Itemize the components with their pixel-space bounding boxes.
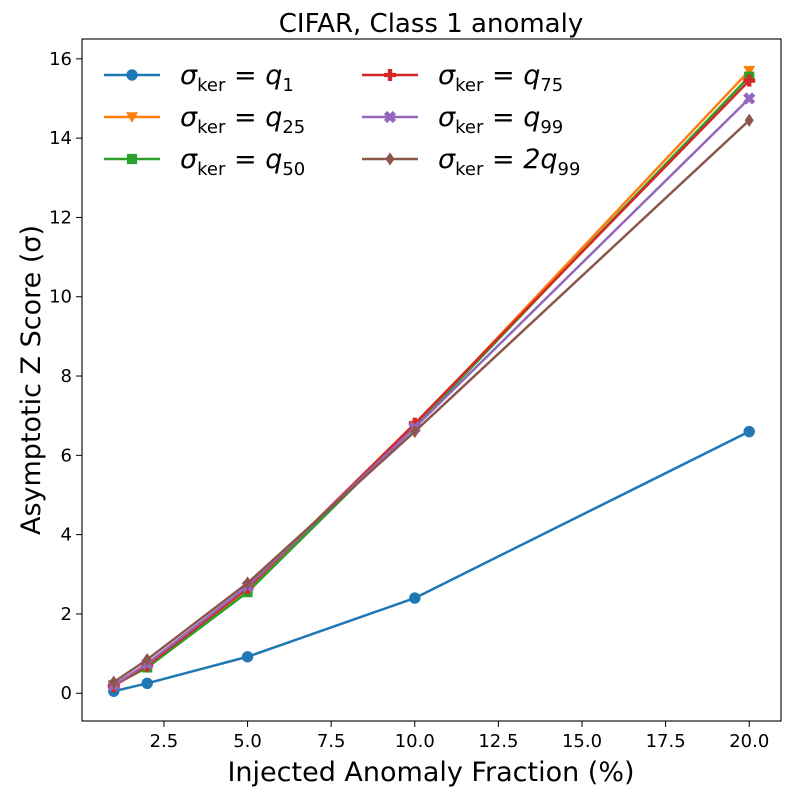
legend-item: σker = q50 (104, 144, 305, 180)
y-tick-label: 2 (61, 604, 72, 625)
data-point (142, 652, 152, 667)
legend-label: σker = 2q99 (438, 144, 580, 180)
data-point (409, 592, 421, 604)
data-point (743, 92, 756, 105)
legend-marker (126, 69, 138, 81)
y-tick-label: 4 (61, 525, 72, 546)
legend-label: σker = q1 (180, 60, 294, 96)
x-tick-label: 20.0 (729, 731, 769, 752)
legend-item: σker = 2q99 (362, 144, 580, 180)
y-tick-label: 16 (49, 49, 72, 70)
legend: σker = q1 σker = q25 σker = q50 σker = q75 σ… (104, 60, 580, 180)
data-point (743, 74, 756, 87)
legend-marker (126, 112, 138, 123)
x-tick-label: 12.5 (478, 731, 518, 752)
legend-marker (385, 152, 395, 166)
tick-labels: 2.5 5.0 7.5 10.0 12.5 15.0 17.5 20.0 0 2 4 6 8 10 12 14… (49, 49, 769, 752)
y-tick-label: 12 (49, 207, 72, 228)
data-point (109, 675, 119, 689)
x-tick-label: 15.0 (562, 731, 602, 752)
y-tick-label: 8 (61, 366, 72, 387)
chart-title: CIFAR, Class 1 anomaly (279, 9, 583, 39)
data-point (743, 425, 755, 438)
legend-label: σker = q50 (180, 144, 305, 180)
legend-item: σker = q25 (104, 102, 305, 138)
data-point (744, 113, 754, 127)
data-point (410, 424, 420, 439)
legend-label: σker = q99 (438, 102, 563, 138)
x-tick-label: 10.0 (395, 731, 435, 752)
x-tick-label: 2.5 (150, 731, 179, 752)
legend-label: σker = q75 (438, 60, 563, 96)
legend-item: σker = q99 (362, 102, 563, 138)
y-tick-label: 6 (61, 445, 72, 466)
plot-frame (81, 38, 782, 722)
x-tick-label: 7.5 (317, 731, 346, 752)
legend-item: σker = q75 (362, 60, 563, 96)
y-tick-label: 10 (49, 287, 72, 308)
x-tick-label: 17.5 (646, 731, 686, 752)
legend-item: σker = q1 (104, 60, 294, 96)
legend-label: σker = q25 (180, 102, 305, 138)
data-point (408, 417, 421, 430)
x-tick-label: 5.0 (233, 731, 262, 752)
series-5 (109, 113, 754, 689)
x-axis-label: Injected Anomaly Fraction (%) (227, 757, 634, 788)
legend-marker (126, 153, 138, 165)
legend-marker (384, 69, 396, 81)
data-point (743, 65, 756, 77)
y-tick-label: 14 (49, 128, 72, 149)
legend-marker (383, 110, 397, 124)
y-axis-label: Asymptotic Z Score (σ) (16, 225, 47, 535)
data-point (243, 576, 253, 590)
series-layer (107, 65, 756, 697)
data-point (241, 651, 254, 663)
tick-marks (76, 58, 750, 727)
data-point (141, 677, 153, 690)
y-tick-label: 0 (61, 683, 72, 704)
